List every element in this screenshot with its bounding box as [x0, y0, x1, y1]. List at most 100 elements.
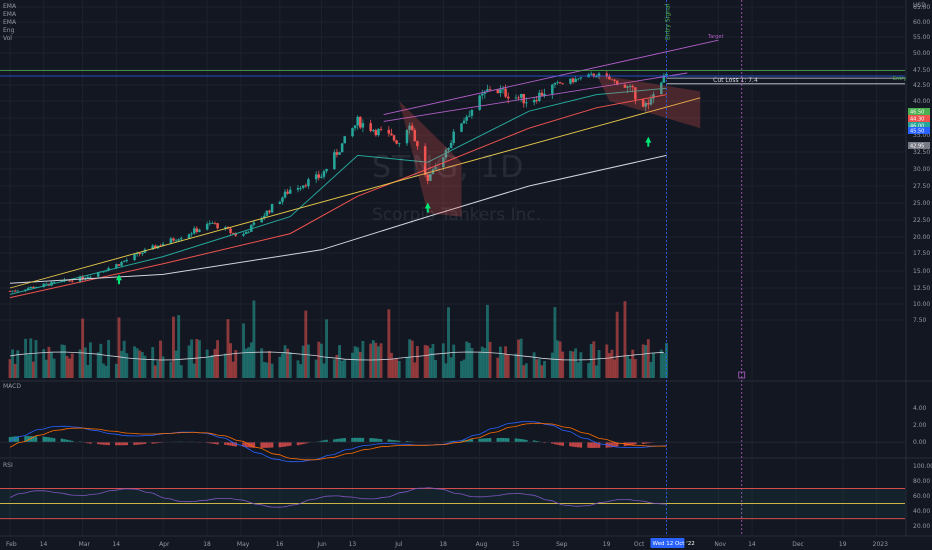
macd-histogram-bar — [229, 442, 232, 446]
volume-bar — [140, 351, 144, 378]
macd-histogram-bar — [488, 438, 492, 443]
time-axis-label: 15 — [512, 541, 520, 548]
price-axis-label: 50.00 — [913, 50, 930, 57]
volume-bar — [319, 343, 323, 378]
macd-histogram-bar — [574, 442, 577, 448]
candle-body — [561, 83, 564, 85]
candle-body — [423, 146, 427, 176]
legend-ema-2[interactable]: EMA — [3, 11, 17, 18]
price-axis-label: 47.50 — [913, 67, 930, 74]
macd-histogram-bar — [60, 438, 64, 443]
macd-histogram-bar — [613, 442, 616, 447]
macd-histogram-bar — [296, 442, 300, 446]
macd-histogram-bar — [13, 436, 17, 443]
volume-bar — [480, 346, 484, 378]
volume-bar — [42, 349, 46, 378]
candle-body — [71, 280, 74, 282]
candle-body — [514, 97, 518, 99]
macd-histogram-bar — [628, 442, 632, 446]
volume-bar — [631, 349, 635, 378]
volume-bar — [24, 338, 28, 378]
volume-bar — [524, 363, 528, 378]
candle-body — [159, 245, 162, 247]
rsi-axis-label: 40.00 — [913, 508, 930, 515]
legend-vol[interactable]: Vol — [3, 35, 12, 42]
candle-body — [499, 89, 502, 93]
candle-body — [247, 231, 250, 233]
volume-bar — [135, 348, 139, 378]
candle-body — [460, 123, 463, 132]
macd-histogram-bar — [561, 442, 564, 446]
macd-histogram-bar — [68, 440, 71, 443]
macd-histogram-bar — [522, 439, 526, 443]
candle-body — [377, 129, 380, 136]
volume-bar — [576, 362, 580, 378]
volume-bar — [322, 363, 326, 378]
macd-histogram-bar — [644, 442, 647, 444]
macd-histogram-bar — [283, 442, 287, 447]
macd-histogram-bar — [322, 440, 326, 443]
candle-body — [478, 95, 481, 110]
candle-body — [234, 233, 238, 236]
macd-histogram-bar — [392, 440, 396, 443]
volume-bar — [223, 353, 227, 378]
volume-bar — [483, 348, 487, 378]
volume-bar — [470, 348, 474, 378]
volume-bar — [281, 353, 284, 378]
volume-bar — [369, 343, 373, 378]
candle-body — [574, 78, 577, 83]
trend-line-1 — [9, 97, 701, 289]
macd-histogram-bar — [270, 442, 274, 448]
bear-zone-july — [399, 101, 462, 217]
candle-body — [647, 102, 650, 105]
price-axis-label: 32.50 — [913, 149, 930, 156]
volume-bar — [159, 340, 162, 378]
volume-bar — [52, 358, 56, 378]
price-badge — [908, 108, 930, 115]
volume-bar — [498, 346, 502, 378]
volume-bar — [47, 346, 51, 378]
entry-signal-label: Entry Signal — [664, 3, 671, 40]
candle-body — [190, 233, 193, 235]
macd-histogram-bar — [372, 438, 375, 443]
legend-ema-1[interactable]: EMA — [3, 3, 17, 10]
ema-line-1 — [9, 87, 667, 295]
candle-body — [304, 185, 308, 187]
volume-bar — [467, 342, 471, 378]
legend-ema-3[interactable]: EMA — [3, 19, 17, 26]
macd-histogram-bar — [208, 442, 212, 444]
macd-histogram-bar — [252, 442, 256, 448]
candle-body — [501, 88, 505, 90]
volume-bar — [13, 363, 17, 378]
macd-histogram-bar — [390, 439, 393, 443]
volume-bar — [496, 357, 500, 378]
volume-bar — [301, 345, 305, 378]
legend-eng[interactable]: Eng — [3, 27, 15, 34]
volume-bar — [249, 342, 253, 378]
volume-bar — [247, 347, 251, 378]
candle-body — [372, 130, 375, 131]
candle-body — [120, 262, 123, 266]
candle-body — [374, 130, 378, 136]
candle-body — [135, 252, 139, 255]
candle-body — [429, 174, 432, 181]
macd-histogram-bar — [480, 438, 484, 443]
macd-histogram-bar — [50, 437, 53, 443]
time-axis-label: 19 — [839, 541, 847, 548]
macd-histogram-bar — [608, 442, 611, 448]
volume-bar — [283, 345, 287, 378]
macd-histogram-bar — [379, 439, 383, 443]
volume-bar — [447, 307, 450, 378]
candle-body — [447, 148, 450, 150]
candle-body — [410, 125, 414, 131]
candle-body — [532, 99, 536, 103]
volume-bar — [143, 355, 147, 378]
volume-bar — [179, 365, 183, 378]
bear-zone-oct — [596, 74, 701, 129]
price-badge — [908, 122, 930, 129]
macd-histogram-bar — [647, 442, 650, 444]
macd-histogram-bar — [517, 438, 520, 443]
candle-body — [26, 288, 30, 290]
currency-label: USD — [913, 2, 926, 9]
